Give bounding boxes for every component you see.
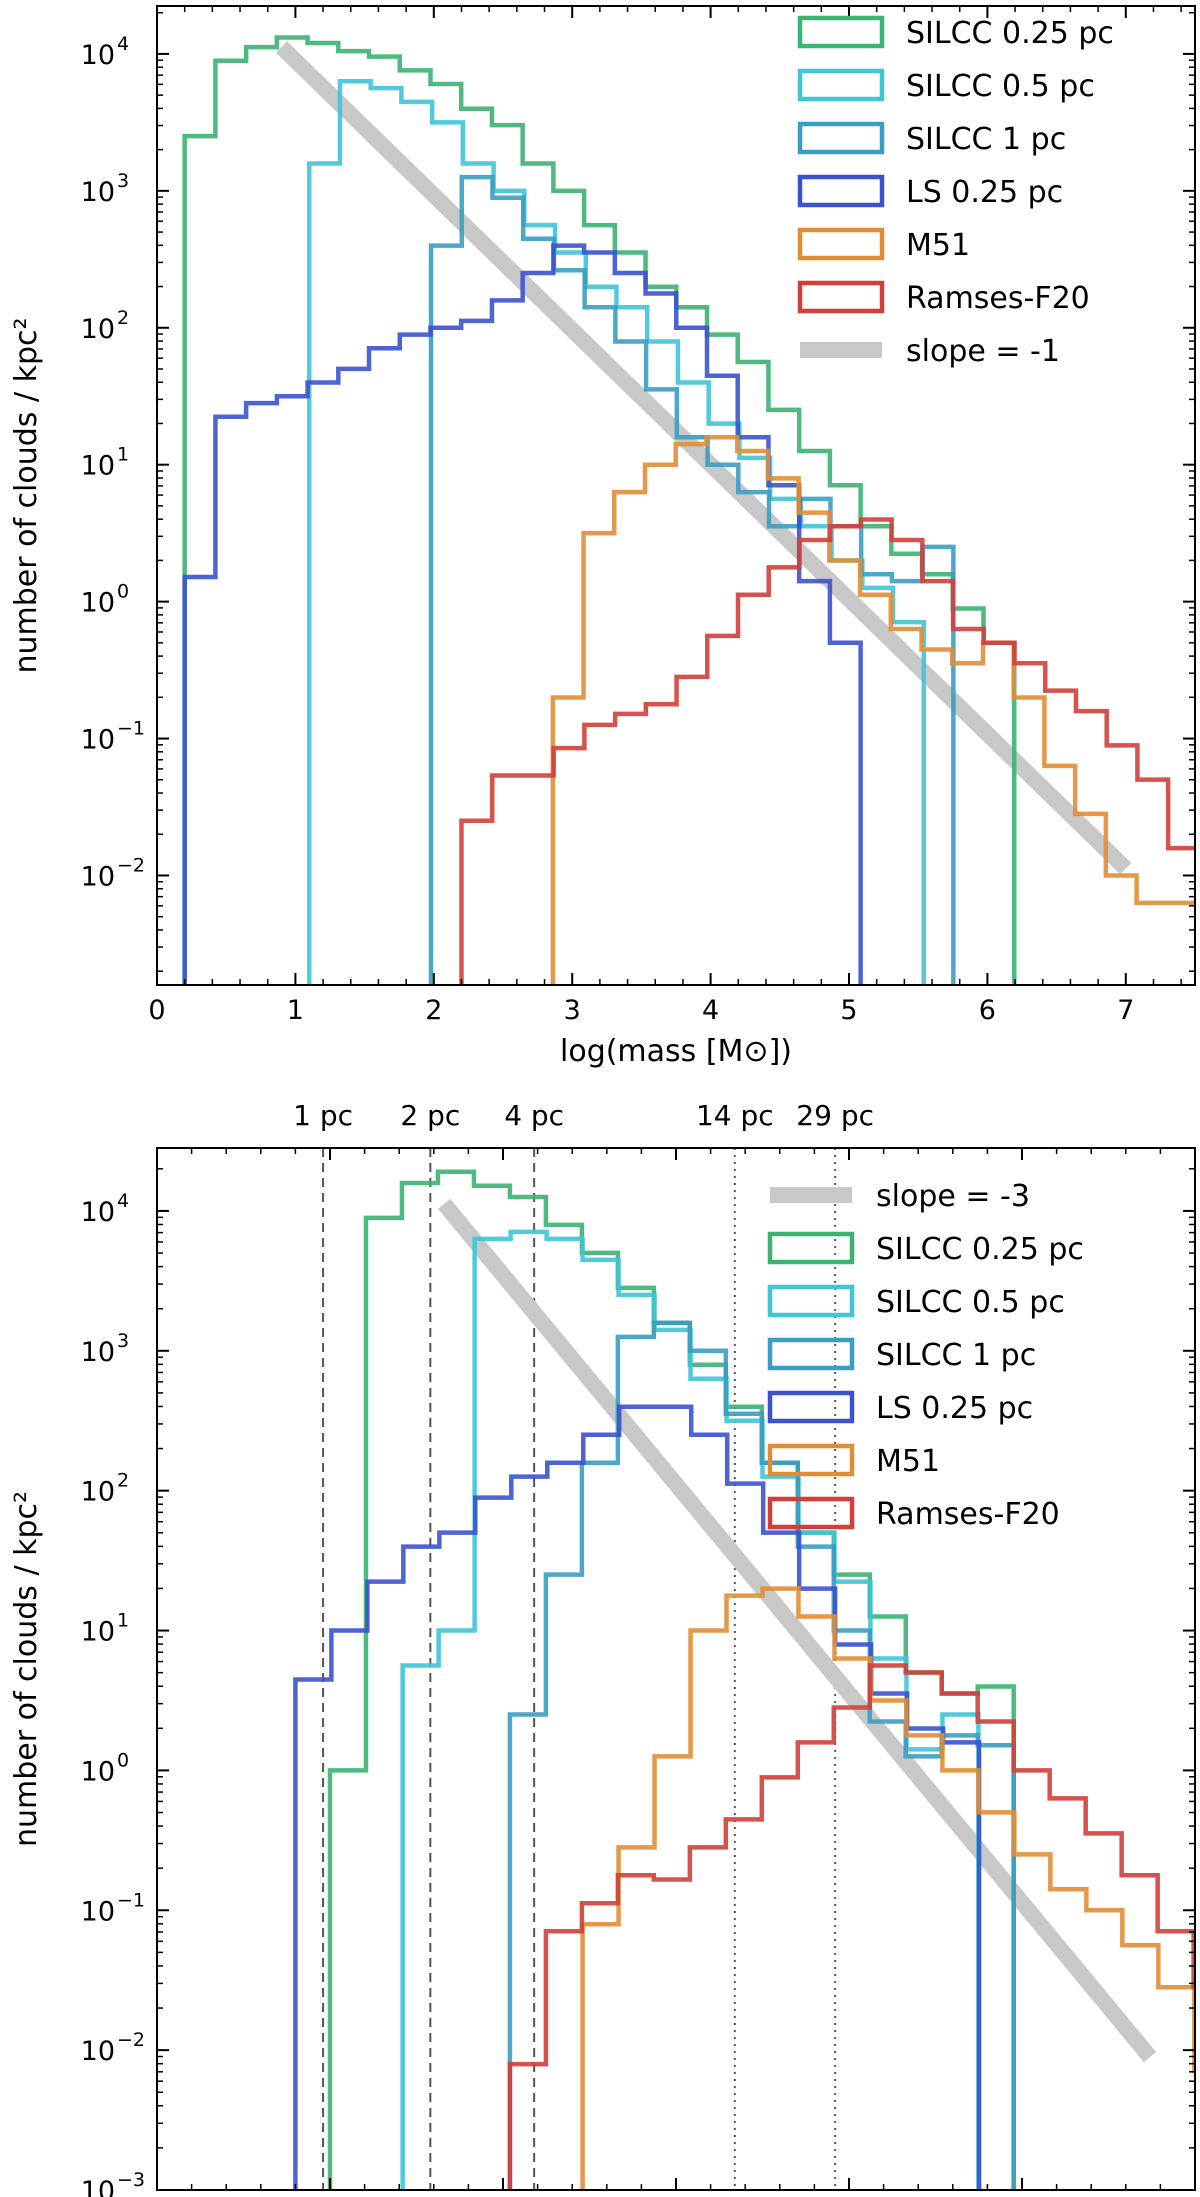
- fit-line: [438, 1198, 1157, 2063]
- series-silcc-0-25-pc: [182, 35, 1017, 985]
- y-axis-label: number of clouds / kpc²: [9, 317, 44, 673]
- x-tick-label: 3: [564, 995, 581, 1026]
- fit-line: [275, 41, 1132, 875]
- y-tick-exponent: −2: [117, 854, 145, 876]
- resolution-marker-label: 14 pc: [696, 1099, 774, 1132]
- y-tick-exponent: 1: [117, 444, 129, 466]
- x-tick-label: 4: [702, 995, 719, 1026]
- legend-swatch: [797, 227, 885, 261]
- legend-label: SILCC 0.25 pc: [876, 1232, 1084, 1267]
- y-tick-exponent: −1: [117, 718, 145, 740]
- x-tick-label: 5: [840, 995, 857, 1026]
- y-tick-label: 10: [81, 1197, 115, 1228]
- y-tick-exponent: −3: [117, 2169, 145, 2191]
- legend-swatch: [797, 15, 885, 49]
- y-tick-exponent: 3: [117, 170, 129, 192]
- y-tick-label: 10: [81, 1756, 115, 1787]
- x-tick-label: 1: [287, 995, 304, 1026]
- legend-label: Ramses-F20: [876, 1497, 1060, 1532]
- resolution-marker-label: 1 pc: [293, 1099, 353, 1132]
- y-tick-exponent: −1: [117, 1889, 145, 1911]
- series-m51: [550, 435, 1195, 985]
- y-tick-exponent: 2: [117, 307, 129, 329]
- legend: slope = -3 SILCC 0.25 pc SILCC 0.5 pc SILCC…: [767, 1179, 1084, 1532]
- y-tick-label: 10: [81, 861, 115, 892]
- x-axis-label: log(mass [M⊙]): [560, 1034, 792, 1069]
- legend-swatch: [797, 121, 885, 155]
- y-tick-exponent: −2: [117, 2029, 145, 2051]
- y-tick-exponent: 3: [117, 1330, 129, 1352]
- y-tick-label: 10: [81, 2036, 115, 2067]
- legend-label: SILCC 1 pc: [906, 122, 1066, 157]
- legend-swatch: [767, 1337, 855, 1371]
- y-tick-exponent: 4: [117, 33, 129, 55]
- x-tick-label: 0: [148, 995, 165, 1026]
- resolution-marker-label: 29 pc: [796, 1099, 874, 1132]
- y-tick-label: 10: [81, 588, 115, 619]
- legend-label: M51: [876, 1444, 940, 1479]
- x-tick-label: 6: [979, 995, 996, 1026]
- legend-swatch: [767, 1496, 855, 1530]
- legend-label: LS 0.25 pc: [906, 175, 1063, 210]
- series-ramses-f20: [459, 517, 1195, 985]
- resolution-marker-label: 4 pc: [504, 1099, 564, 1132]
- y-tick-label: 10: [81, 451, 115, 482]
- series-silcc-0-5-pc: [400, 1229, 981, 2190]
- y-tick-label: 10: [81, 1477, 115, 1508]
- legend-label: slope = -1: [906, 334, 1060, 369]
- legend-label: SILCC 1 pc: [876, 1338, 1036, 1373]
- legend-label: LS 0.25 pc: [876, 1391, 1033, 1426]
- y-tick-label: 10: [81, 177, 115, 208]
- legend-label: SILCC 0.5 pc: [906, 69, 1095, 104]
- y-tick-label: 10: [81, 2176, 115, 2197]
- legend-swatch: [767, 1443, 855, 1477]
- y-tick-label: 10: [81, 725, 115, 756]
- legend-swatch: [797, 68, 885, 102]
- legend-swatch: [797, 280, 885, 314]
- x-tick-label: 2: [425, 995, 442, 1026]
- series-silcc-1-pc: [428, 174, 956, 985]
- y-tick-label: 10: [81, 1617, 115, 1648]
- y-tick-label: 10: [81, 40, 115, 71]
- y-axis-label: number of clouds / kpc²: [9, 1491, 44, 1847]
- y-tick-exponent: 0: [117, 1749, 129, 1771]
- legend-label: Ramses-F20: [906, 281, 1090, 316]
- x-tick-label: 7: [1117, 995, 1134, 1026]
- legend: SILCC 0.25 pc SILCC 0.5 pc SILCC 1 pc LS 0.…: [797, 15, 1114, 369]
- y-tick-exponent: 2: [117, 1470, 129, 1492]
- legend-label: SILCC 0.5 pc: [876, 1285, 1065, 1320]
- y-tick-exponent: 1: [117, 1610, 129, 1632]
- y-tick-label: 10: [81, 314, 115, 345]
- legend-swatch: [767, 1231, 855, 1265]
- series-ramses-f20: [507, 1663, 1195, 2190]
- legend-label: SILCC 0.25 pc: [906, 16, 1114, 51]
- y-tick-exponent: 0: [117, 581, 129, 603]
- series-m51: [580, 1586, 1195, 2190]
- y-tick-exponent: 4: [117, 1190, 129, 1212]
- y-tick-label: 10: [81, 1337, 115, 1368]
- legend-swatch: [767, 1284, 855, 1318]
- legend-label: M51: [906, 228, 970, 263]
- legend-label: slope = -3: [876, 1179, 1030, 1214]
- legend-swatch: [767, 1390, 855, 1424]
- y-tick-label: 10: [81, 1896, 115, 1927]
- legend-swatch: [797, 174, 885, 208]
- series-ls-0-25-pc: [182, 243, 863, 985]
- resolution-marker-label: 2 pc: [400, 1099, 460, 1132]
